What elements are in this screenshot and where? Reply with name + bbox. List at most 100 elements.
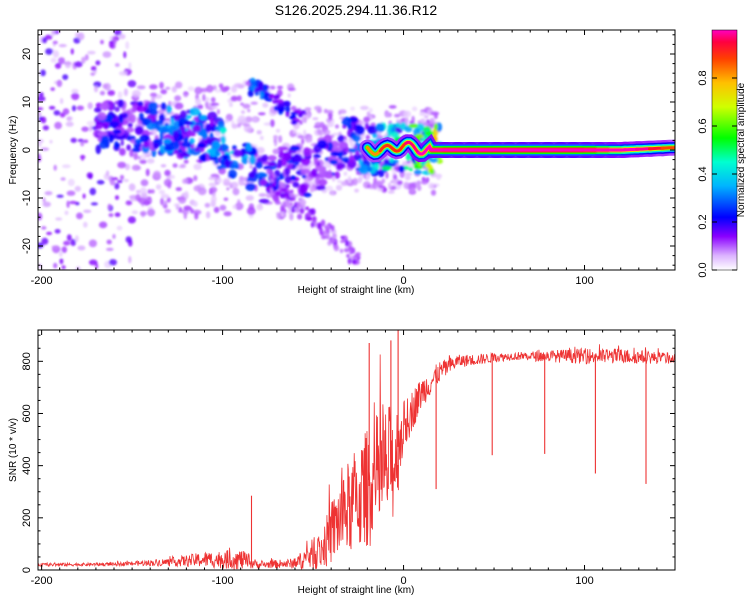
spectrogram-noise-blob <box>184 191 189 199</box>
spectrogram-noise-blob <box>146 158 155 164</box>
spectrogram-streak-blob <box>306 217 312 221</box>
spectrogram-noise-blob <box>74 185 82 192</box>
spectrogram-noise-blob <box>56 194 64 198</box>
spectrogram-noise-blob <box>117 161 127 169</box>
spectrogram-streak-blob <box>281 187 287 192</box>
spectrogram-streak-blob <box>330 238 336 243</box>
spectrogram-noise-blob <box>81 126 89 132</box>
y-tick-label: 0 <box>21 567 33 573</box>
spectrogram-ridge-blob <box>392 159 399 164</box>
spectrogram-noise-blob <box>58 57 65 64</box>
spectrogram-noise-blob <box>402 161 408 167</box>
spectrogram-noise-blob <box>206 84 214 93</box>
spectrogram-noise-blob <box>107 90 116 96</box>
spectrogram-ridge-blob <box>211 140 221 150</box>
spectrogram-ridge-blob <box>184 136 189 143</box>
spectrogram-noise-blob <box>178 196 187 204</box>
spectrogram-noise-blob <box>38 95 46 102</box>
spectrogram-noise-blob <box>223 197 229 201</box>
spectrogram-noise-blob <box>83 209 92 213</box>
spectrogram-noise-blob <box>155 184 162 190</box>
spectrogram-noise-blob <box>416 180 421 188</box>
spectrogram-noise-blob <box>108 259 117 266</box>
spectrogram-ridge-blob <box>205 123 211 133</box>
spectrogram-noise-blob <box>119 148 126 156</box>
spectrogram-noise-blob <box>75 235 79 243</box>
spectrogram-noise-blob <box>65 121 74 127</box>
spectrogram-streak-blob <box>319 231 324 236</box>
spectrogram-noise-blob <box>251 117 258 122</box>
spectrogram-ridge-blob <box>336 165 343 170</box>
spectrogram-noise-blob <box>315 163 322 172</box>
spectrogram-noise-blob <box>137 156 141 160</box>
spectrogram-noise-blob <box>314 121 322 128</box>
spectrogram-noise-blob <box>114 30 122 36</box>
y-tick-label: -20 <box>21 238 33 254</box>
spectrogram-noise-blob <box>411 106 418 112</box>
spectrogram-noise-blob <box>131 210 139 215</box>
y-tick-label: 400 <box>21 456 33 474</box>
spectrogram-noise-blob <box>224 86 230 91</box>
snr-spikes <box>250 330 647 563</box>
spectrogram-streak-blob <box>290 189 294 194</box>
spectrogram-noise-blob <box>187 86 195 92</box>
spectrogram-streak-blob <box>284 200 291 207</box>
spectrogram-streak-blob <box>289 192 295 198</box>
spectrogram-noise-blob <box>287 87 296 91</box>
spectrogram-noise-blob <box>123 178 129 183</box>
spectrogram-noise-blob <box>175 187 182 192</box>
spectrogram-noise-blob <box>77 245 86 251</box>
spectrogram-noise-blob <box>180 163 187 169</box>
spectrogram-noise-blob <box>403 181 410 189</box>
spectrogram-ridge-blob <box>301 158 311 166</box>
spectrogram-noise-blob <box>69 200 77 205</box>
spectrogram-ridge-blob <box>95 120 104 130</box>
spectrogram-ridge-blob <box>126 127 135 133</box>
spectrogram-noise-blob <box>108 213 114 218</box>
spectrogram-ridge-blob <box>271 185 278 192</box>
spectrogram-noise-blob <box>343 171 348 176</box>
spectrogram-noise-blob <box>53 110 61 116</box>
spectrogram-noise-blob <box>258 112 266 116</box>
spectrogram-noise-blob <box>114 63 120 67</box>
spectrogram-noise-blob <box>99 90 106 96</box>
spectrogram-noise-blob <box>410 187 415 193</box>
spectrogram-streak-blob <box>297 213 303 220</box>
spectrogram-branch-blob <box>264 98 273 102</box>
spectrogram-streak-blob <box>325 227 330 233</box>
spectrogram-ridge-blob <box>199 115 207 121</box>
spectrogram-noise-blob <box>338 110 342 116</box>
spectrogram-noise-blob <box>83 221 88 228</box>
spectrogram-noise-blob <box>164 208 171 214</box>
spectrogram-noise-blob <box>38 212 43 221</box>
spectrogram-noise-blob <box>242 103 251 109</box>
spectrogram-ridge-blob <box>139 134 150 143</box>
x-tick-label: 100 <box>575 575 593 587</box>
spectrogram-ridge-blob <box>267 161 277 167</box>
spectrogram-noise-blob <box>120 139 125 146</box>
spectrogram-noise-blob <box>114 182 120 190</box>
spectrogram-noise-blob <box>272 148 280 155</box>
spectrogram-noise-blob <box>62 74 69 80</box>
spectrogram-ridge-segment <box>660 146 675 150</box>
spectrogram-noise-blob <box>70 48 74 55</box>
spectrogram-noise-blob <box>278 135 283 143</box>
spectrogram-ridge-blob <box>355 150 360 156</box>
spectrogram-ridge-blob <box>289 146 301 151</box>
spectrogram-noise-blob <box>197 104 204 110</box>
spectrogram-noise-blob <box>45 48 53 55</box>
spectrogram-ridge-blob <box>278 173 284 180</box>
spectrogram-branch-blob <box>254 91 259 96</box>
spectrogram-ridge-blob <box>209 117 214 127</box>
spectrogram-noise-blob <box>86 120 96 126</box>
spectrogram-streak-blob <box>325 233 331 240</box>
spectrogram-noise-blob <box>117 179 123 184</box>
spectrogram-ridge-blob <box>320 166 327 172</box>
spectrogram-noise-blob <box>223 211 232 217</box>
spectrogram-streak-blob <box>294 194 299 198</box>
spectrogram-ridge-blob <box>172 130 179 139</box>
spectrogram-noise-blob <box>51 245 60 249</box>
spectrogram-noise-blob <box>192 209 202 215</box>
spectrogram-noise-blob <box>88 259 98 266</box>
spectrogram-noise-blob <box>123 51 127 59</box>
